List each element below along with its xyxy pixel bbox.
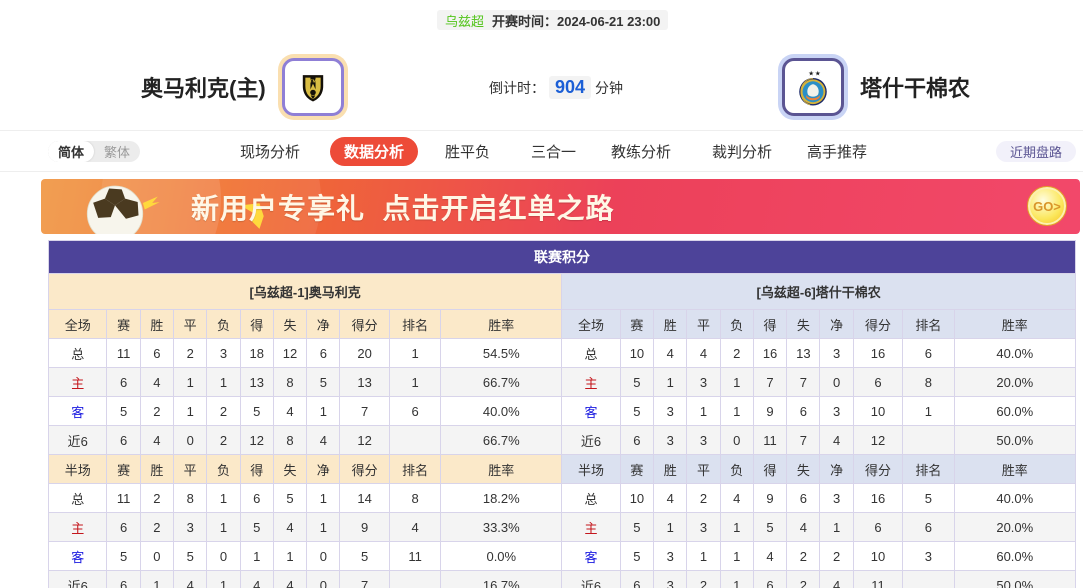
svg-text:АГМК: АГМК <box>307 78 319 83</box>
svg-text:★: ★ <box>815 70 821 78</box>
svg-text:★: ★ <box>808 70 814 78</box>
